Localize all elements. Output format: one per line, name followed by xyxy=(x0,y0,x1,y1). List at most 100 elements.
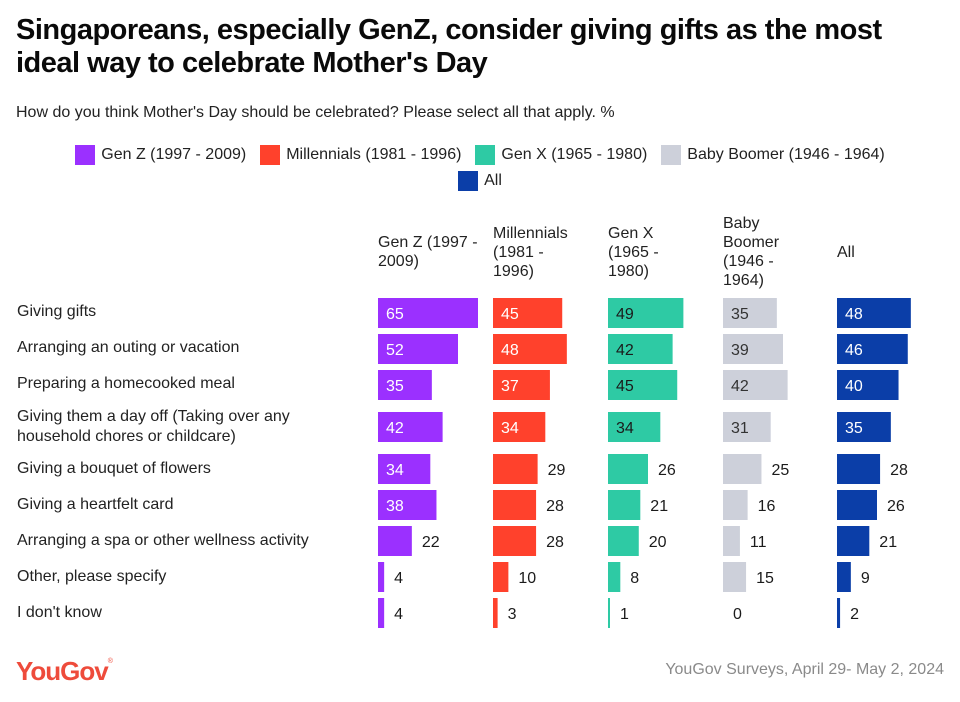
bar-millennials-5 xyxy=(493,490,537,520)
value-label-genx-3: 34 xyxy=(616,420,634,437)
value-label-millennials-4: 29 xyxy=(548,462,566,479)
legend-swatch-boomer xyxy=(661,145,682,165)
legend-label-all: All xyxy=(484,172,502,189)
bar-boomer-6 xyxy=(723,526,740,556)
value-label-all-1: 46 xyxy=(845,342,863,359)
value-label-all-3: 35 xyxy=(845,420,863,437)
value-label-boomer-8: 0 xyxy=(733,606,742,623)
legend-swatch-all xyxy=(458,171,479,191)
value-label-genz-0: 65 xyxy=(386,306,404,323)
legend-label-boomer: Baby Boomer (1946 - 1964) xyxy=(687,146,885,163)
legend-item-genz: Gen Z (1997 - 2009) xyxy=(75,145,246,165)
registered-mark: ® xyxy=(107,658,113,665)
bar-genz-2 xyxy=(378,370,432,400)
legend-label-genz: Gen Z (1997 - 2009) xyxy=(101,146,247,163)
legend-label-millennials: Millennials (1981 - 1996) xyxy=(286,146,462,163)
bar-genz-5 xyxy=(378,490,437,520)
row-label-giving-gifts: Giving gifts xyxy=(17,303,97,320)
bar-millennials-0 xyxy=(493,298,563,328)
row-label-bouquet: Giving a bouquet of flowers xyxy=(17,460,211,477)
value-label-genz-4: 34 xyxy=(386,462,404,479)
row-label-other: Other, please specify xyxy=(17,568,167,585)
value-label-all-7: 9 xyxy=(861,570,870,587)
bar-millennials-3 xyxy=(493,412,546,442)
value-label-genx-1: 42 xyxy=(616,342,634,359)
bar-all-7 xyxy=(837,562,851,592)
value-label-millennials-2: 37 xyxy=(501,378,519,395)
legend-swatch-millennials xyxy=(260,145,281,165)
value-label-genx-5: 21 xyxy=(650,498,668,515)
value-label-genx-7: 8 xyxy=(630,570,639,587)
column-header-millennials: Millennials (1981 - 1996) xyxy=(493,224,568,280)
bar-boomer-2 xyxy=(723,370,788,400)
value-label-boomer-5: 16 xyxy=(758,498,776,515)
value-label-all-2: 40 xyxy=(845,378,863,395)
column-header-all: All xyxy=(837,243,855,261)
bar-boomer-3 xyxy=(723,412,771,442)
bar-genx-1 xyxy=(608,334,673,364)
bar-all-0 xyxy=(837,298,911,328)
value-label-millennials-5: 28 xyxy=(546,498,564,515)
value-label-all-4: 28 xyxy=(890,462,908,479)
bar-genx-2 xyxy=(608,370,678,400)
legend: Gen Z (1997 - 2009) Millennials (1981 - … xyxy=(0,142,960,194)
column-header-genz: Gen Z (1997 - 2009) xyxy=(378,234,478,270)
value-label-millennials-7: 10 xyxy=(518,570,536,587)
value-label-genz-6: 22 xyxy=(422,534,440,551)
bar-boomer-4 xyxy=(723,454,762,484)
legend-swatch-genx xyxy=(475,145,496,165)
value-label-genz-7: 4 xyxy=(394,570,403,587)
legend-item-millennials: Millennials (1981 - 1996) xyxy=(260,145,461,165)
bar-millennials-1 xyxy=(493,334,567,364)
value-label-genx-2: 45 xyxy=(616,378,634,395)
bar-all-5 xyxy=(837,490,877,520)
bar-genz-1 xyxy=(378,334,458,364)
bar-genz-0 xyxy=(378,298,478,328)
value-label-all-8: 2 xyxy=(850,606,859,623)
bar-millennials-2 xyxy=(493,370,550,400)
value-label-millennials-3: 34 xyxy=(501,420,519,437)
bar-genx-4 xyxy=(608,454,648,484)
value-label-boomer-7: 15 xyxy=(756,570,774,587)
bar-all-1 xyxy=(837,334,908,364)
source-note: YouGov Surveys, April 29- May 2, 2024 xyxy=(665,661,944,678)
value-label-all-0: 48 xyxy=(845,306,863,323)
legend-item-genx: Gen X (1965 - 1980) xyxy=(475,145,647,165)
bar-all-2 xyxy=(837,370,899,400)
bar-genx-5 xyxy=(608,490,641,520)
value-label-boomer-6: 11 xyxy=(750,534,767,551)
legend-item-all: All xyxy=(458,171,502,191)
value-label-millennials-6: 28 xyxy=(546,534,564,551)
bar-all-6 xyxy=(837,526,870,556)
row-label-homecooked-meal: Preparing a homecooked meal xyxy=(17,375,235,392)
value-label-genx-0: 49 xyxy=(616,306,634,323)
value-label-genz-5: 38 xyxy=(386,498,404,515)
value-label-millennials-1: 48 xyxy=(501,342,519,359)
bar-genz-8 xyxy=(378,598,385,628)
bar-genx-3 xyxy=(608,412,661,442)
column-header-boomer: Baby Boomer (1946 - 1964) xyxy=(723,215,780,289)
bar-millennials-7 xyxy=(493,562,509,592)
bar-genx-8 xyxy=(608,598,610,628)
bar-genx-6 xyxy=(608,526,639,556)
legend-row-1: Gen Z (1997 - 2009) Millennials (1981 - … xyxy=(0,142,960,168)
row-label-heartfelt-card: Giving a heartfelt card xyxy=(17,496,174,513)
bar-genz-3 xyxy=(378,412,443,442)
value-label-genz-1: 52 xyxy=(386,342,404,359)
bar-genz-6 xyxy=(378,526,412,556)
value-label-genx-4: 26 xyxy=(658,462,676,479)
column-header-genx: Gen X (1965 - 1980) xyxy=(608,224,659,280)
row-label-day-off: Giving them a day off (Taking over any h… xyxy=(17,408,290,445)
value-label-genz-8: 4 xyxy=(394,606,403,623)
value-label-boomer-3: 31 xyxy=(731,420,749,437)
value-label-boomer-0: 35 xyxy=(731,306,749,323)
value-label-millennials-0: 45 xyxy=(501,306,519,323)
value-label-millennials-8: 3 xyxy=(508,606,517,623)
row-label-spa-wellness: Arranging a spa or other wellness activi… xyxy=(17,532,309,549)
legend-item-boomer: Baby Boomer (1946 - 1964) xyxy=(661,145,885,165)
row-label-outing-vacation: Arranging an outing or vacation xyxy=(17,339,240,356)
value-label-boomer-2: 42 xyxy=(731,378,749,395)
bar-genz-4 xyxy=(378,454,431,484)
bar-all-8 xyxy=(837,598,841,628)
